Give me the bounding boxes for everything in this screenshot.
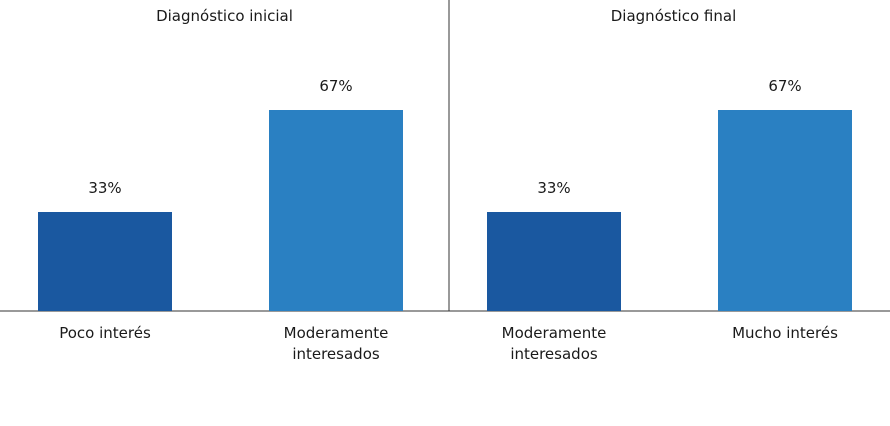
bar xyxy=(269,110,403,311)
value-label: 33% xyxy=(88,179,122,197)
category-label: Poco interés xyxy=(59,324,151,342)
category-label: Moderamente interesados xyxy=(283,324,389,363)
value-label: 33% xyxy=(537,179,571,197)
category-label: Mucho interés xyxy=(732,324,838,342)
bar xyxy=(718,110,852,311)
bar xyxy=(38,212,172,311)
bar xyxy=(487,212,621,311)
category-label: Moderamente interesados xyxy=(501,324,607,363)
panel-title: Diagnóstico final xyxy=(610,7,737,25)
value-label: 67% xyxy=(768,77,802,95)
panel-title: Diagnóstico inicial xyxy=(156,7,293,25)
value-label: 67% xyxy=(319,77,353,95)
